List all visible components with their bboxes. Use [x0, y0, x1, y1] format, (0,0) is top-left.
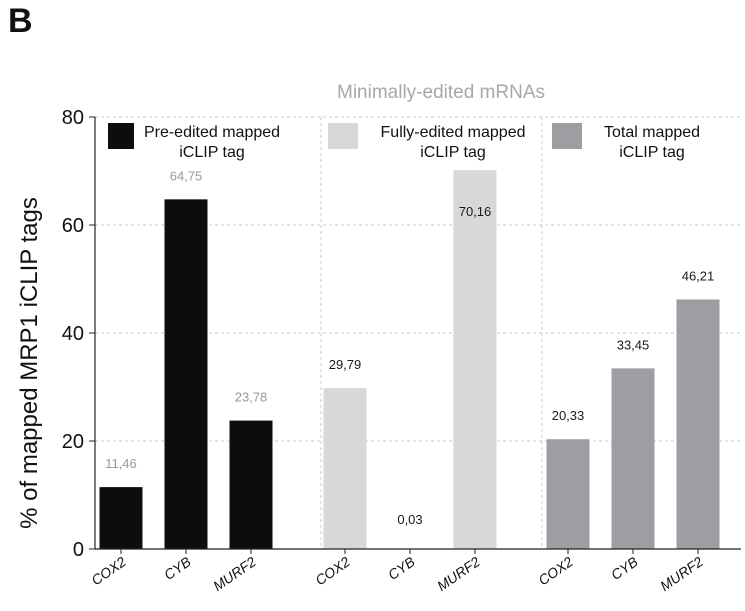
x-tick-label: CYB — [161, 553, 194, 583]
x-tick-label: COX2 — [312, 553, 353, 588]
value-label: 29,79 — [329, 357, 362, 372]
y-tick-label: 0 — [73, 539, 84, 561]
value-label: 0,03 — [397, 512, 422, 527]
x-tick-label: MURF2 — [657, 553, 706, 594]
legend-label: Pre-edited mapped — [144, 124, 280, 141]
legend-label: iCLIP tag — [179, 144, 245, 161]
value-label: 33,45 — [617, 337, 650, 352]
y-axis-label: % of mapped MRP1 iCLIP tags — [16, 197, 43, 529]
chart-title: Minimally-edited mRNAs — [337, 82, 545, 103]
bar — [164, 199, 208, 549]
legend-swatch — [552, 123, 582, 149]
legend-swatch — [328, 123, 358, 149]
bar — [229, 420, 273, 549]
x-tick-label: CYB — [385, 553, 418, 583]
legend-label: Total mapped — [604, 124, 700, 141]
group-separators — [320, 117, 543, 549]
value-label: 20,33 — [552, 408, 585, 423]
value-label: 11,46 — [105, 456, 137, 471]
value-label: 23,78 — [235, 390, 268, 405]
bar-layer — [99, 170, 720, 550]
legend: Pre-edited mapped iCLIP tag Fully-edited m… — [108, 123, 700, 161]
value-label: 70,16 — [459, 204, 492, 219]
legend-label: iCLIP tag — [420, 144, 486, 161]
x-tick-label: MURF2 — [210, 553, 259, 594]
bar — [546, 439, 590, 549]
x-tick-label: CYB — [608, 553, 641, 583]
x-tick-label: MURF2 — [434, 553, 483, 594]
bar — [323, 388, 367, 549]
value-label: 64,75 — [170, 168, 203, 183]
y-tick-label: 60 — [62, 215, 84, 237]
bar — [99, 487, 143, 549]
value-label: 46,21 — [682, 268, 715, 283]
legend-label: iCLIP tag — [619, 144, 685, 161]
bar — [611, 368, 655, 549]
value-labels: 11,46 64,75 23,78 29,79 0,03 70,16 20,33 33,45 4… — [105, 168, 714, 527]
legend-label: Fully-edited mapped — [381, 124, 526, 141]
bar — [676, 299, 720, 549]
x-tick-label: COX2 — [535, 553, 576, 588]
y-tick-label: 20 — [62, 431, 84, 453]
y-tick-label: 40 — [62, 323, 84, 345]
panel-label: B — [8, 2, 33, 40]
y-tick-label: 80 — [62, 107, 84, 129]
x-tick-label: COX2 — [88, 553, 129, 588]
legend-swatch — [108, 123, 134, 149]
bar — [453, 170, 497, 550]
